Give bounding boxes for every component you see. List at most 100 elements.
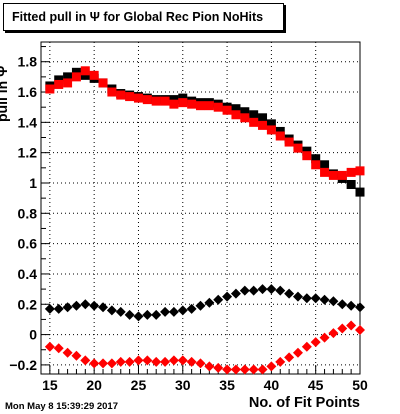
y-tick-label: 1.6	[18, 84, 38, 100]
data-point-diamond	[310, 293, 321, 304]
data-point-square	[284, 137, 294, 147]
data-point-square	[249, 117, 259, 127]
y-axis-label: pull in Ψ	[0, 62, 12, 122]
data-point-square	[45, 84, 55, 94]
data-point-square	[355, 166, 365, 176]
data-point-diamond	[98, 302, 109, 313]
data-point-diamond	[301, 293, 312, 304]
data-point-square	[187, 99, 197, 109]
data-point-diamond	[195, 300, 206, 311]
data-point-diamond	[275, 356, 286, 367]
data-point-square	[275, 131, 285, 141]
data-point-diamond	[53, 303, 64, 314]
data-point-square	[355, 187, 365, 197]
data-point-square	[151, 96, 161, 106]
data-point-diamond	[98, 358, 109, 369]
data-point-diamond	[355, 302, 365, 313]
x-tick-label: 25	[131, 377, 147, 393]
data-point-square	[125, 92, 135, 102]
data-point-diamond	[319, 294, 330, 305]
chart-title: Fitted pull in Ψ for Global Rec Pion NoH…	[12, 10, 264, 24]
data-point-square	[231, 104, 241, 114]
data-point-diamond	[266, 284, 277, 295]
data-point-diamond	[319, 332, 330, 343]
y-tick-label: 0.2	[18, 296, 38, 312]
x-tick-label: 20	[86, 377, 102, 393]
data-marks	[44, 66, 365, 375]
y-tick-label: 1	[29, 175, 37, 191]
data-point-diamond	[133, 355, 144, 366]
data-point-diamond	[328, 328, 339, 339]
x-axis-label: No. of Fit Points	[248, 395, 360, 411]
data-point-diamond	[186, 303, 197, 314]
data-point-diamond	[346, 320, 357, 331]
data-point-square	[302, 151, 312, 161]
data-point-square	[142, 95, 152, 105]
data-point-diamond	[71, 350, 82, 361]
data-point-diamond	[239, 364, 250, 375]
data-point-diamond	[133, 311, 144, 322]
data-point-square	[311, 154, 321, 164]
data-point-diamond	[71, 300, 82, 311]
data-point-square	[213, 102, 223, 112]
data-point-square	[337, 170, 347, 180]
data-point-diamond	[275, 285, 286, 296]
data-point-diamond	[230, 364, 241, 375]
data-point-diamond	[230, 288, 241, 299]
data-point-square	[222, 105, 232, 115]
data-point-diamond	[292, 291, 303, 302]
data-point-square	[178, 98, 188, 108]
data-point-diamond	[337, 299, 348, 310]
data-point-diamond	[62, 302, 73, 313]
grid-lines	[41, 42, 361, 374]
timestamp: Mon May 8 15:39:29 2017	[5, 401, 119, 412]
data-point-diamond	[284, 288, 295, 299]
y-tick-label: 1.4	[18, 114, 38, 130]
data-point-square	[328, 170, 338, 180]
data-point-diamond	[62, 347, 73, 358]
data-point-diamond	[89, 358, 100, 369]
data-point-square	[98, 78, 108, 88]
data-point-square	[169, 95, 179, 105]
data-point-square	[204, 101, 214, 111]
data-point-square	[293, 143, 303, 153]
data-point-square	[275, 126, 285, 136]
x-tick-label: 35	[219, 377, 235, 393]
data-point-diamond	[124, 356, 135, 367]
data-point-diamond	[89, 300, 100, 311]
data-point-square	[80, 70, 90, 80]
data-point-diamond	[177, 305, 188, 316]
data-point-diamond	[53, 343, 64, 354]
y-tick-labels: −0.2 0 0.2 0.4 0.6 0.8 1 1.2 1.4 1.6 1.8	[9, 54, 37, 373]
data-point-square	[258, 113, 268, 123]
data-point-square	[240, 107, 250, 117]
data-point-diamond	[355, 325, 365, 336]
data-point-diamond	[337, 323, 348, 334]
data-point-diamond	[151, 356, 162, 367]
x-tick-label: 15	[42, 377, 58, 393]
data-point-square	[80, 66, 90, 76]
x-tick-label: 40	[264, 377, 280, 393]
data-point-diamond	[213, 294, 224, 305]
data-point-diamond	[239, 285, 250, 296]
y-tick-label: 1.2	[18, 145, 38, 161]
data-point-square	[231, 110, 241, 120]
data-point-diamond	[310, 337, 321, 348]
data-point-square	[160, 96, 170, 106]
data-point-square	[266, 125, 276, 135]
data-point-diamond	[222, 364, 233, 375]
data-point-square	[346, 167, 356, 177]
y-tick-label: 0.4	[18, 266, 38, 282]
data-point-diamond	[248, 364, 259, 375]
x-tick-label: 50	[352, 377, 368, 393]
data-point-diamond	[177, 355, 188, 366]
y-tick-label: 0	[29, 327, 37, 343]
data-point-square	[178, 93, 188, 103]
data-point-diamond	[213, 362, 224, 373]
data-point-square	[249, 110, 259, 120]
y-tick-label: 0.8	[18, 205, 38, 221]
data-point-square	[266, 119, 276, 129]
data-point-square	[133, 93, 143, 103]
data-point-square	[346, 180, 356, 190]
data-point-diamond	[80, 355, 91, 366]
